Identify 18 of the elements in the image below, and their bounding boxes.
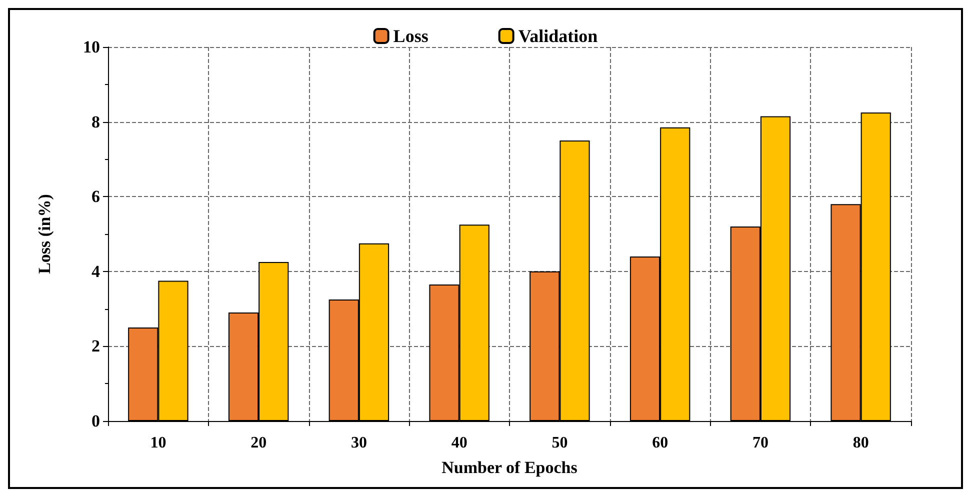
x-tick-label: 50	[552, 434, 568, 452]
y-tick-label: 6	[92, 187, 100, 206]
x-tick-label: 10	[150, 434, 166, 452]
y-axis-title: Loss (in%)	[35, 194, 54, 274]
x-tick-label: 30	[350, 434, 367, 452]
x-tick-label: 70	[752, 434, 768, 452]
x-tick-label: 60	[652, 434, 668, 452]
x-tick-label: 80	[852, 434, 869, 452]
legend-label: Validation	[518, 26, 598, 46]
y-tick-label: 10	[83, 38, 100, 56]
y-tick-label: 4	[92, 262, 100, 281]
y-tick-label: 8	[92, 112, 100, 132]
x-tick-label: 40	[451, 434, 468, 452]
x-axis-title: Number of Epochs	[442, 458, 578, 477]
y-tick-label: 0	[92, 412, 100, 430]
y-tick-label: 2	[92, 336, 100, 356]
legend-label: Loss	[393, 26, 428, 46]
x-tick-label: 20	[250, 434, 267, 452]
